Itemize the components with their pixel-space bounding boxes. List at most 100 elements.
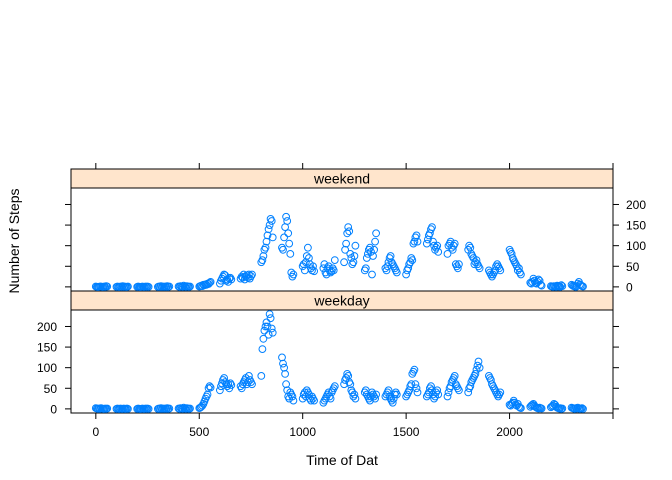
data-point-weekday <box>268 328 277 337</box>
data-point-weekend <box>284 229 293 238</box>
data-point-weekend <box>372 229 381 238</box>
data-point-weekday <box>434 390 443 399</box>
data-point-weekend <box>536 280 545 289</box>
data-point-weekday <box>216 386 224 395</box>
data-point-weekday <box>388 398 397 407</box>
data-point-weekend <box>344 223 353 232</box>
x-tick-label: 1000 <box>289 425 316 439</box>
data-point-weekend <box>383 262 392 271</box>
data-point-weekend <box>386 252 395 260</box>
data-point-weekday <box>413 388 422 397</box>
y-tick-label: 150 <box>626 219 646 233</box>
panel-weekday-label: weekday <box>313 293 369 309</box>
data-point-weekday <box>578 404 586 413</box>
data-point-weekday <box>262 318 271 327</box>
data-point-weekend <box>432 243 441 252</box>
data-point-weekend <box>186 282 194 291</box>
data-point-weekend <box>413 237 422 246</box>
data-point-weekend <box>350 252 359 260</box>
data-point-weekday <box>264 330 273 339</box>
data-point-weekend <box>443 250 452 258</box>
data-point-weekend <box>117 283 126 291</box>
data-point-weekend <box>534 275 543 284</box>
data-point-weekday <box>162 405 171 413</box>
data-point-weekday <box>515 402 523 411</box>
data-point-weekend <box>512 262 521 271</box>
data-point-weekend <box>245 270 253 279</box>
x-tick-label: 500 <box>189 425 209 439</box>
data-point-weekday <box>259 334 268 343</box>
y-tick-label: 200 <box>37 320 57 334</box>
data-point-weekend <box>371 237 380 246</box>
data-point-weekday <box>267 324 276 333</box>
data-point-weekday <box>330 382 339 391</box>
data-point-weekend <box>496 266 505 275</box>
data-point-weekend <box>361 264 370 273</box>
data-point-weekend <box>268 233 277 242</box>
data-point-weekend <box>285 239 294 248</box>
data-point-weekday <box>392 390 401 399</box>
data-point-weekend <box>330 256 339 265</box>
data-point-weekday <box>258 345 267 354</box>
data-point-weekday <box>266 314 275 323</box>
data-point-weekend <box>248 270 256 279</box>
data-point-weekday <box>263 322 272 331</box>
data-point-weekday <box>307 396 315 405</box>
data-point-weekend <box>366 243 374 252</box>
data-point-weekend <box>343 229 352 238</box>
data-point-weekday <box>198 401 207 410</box>
data-point-weekend <box>280 233 289 242</box>
data-point-weekday <box>310 396 319 405</box>
data-point-weekday <box>289 396 298 405</box>
data-point-weekday <box>206 383 215 392</box>
data-point-weekend <box>283 217 292 225</box>
data-point-weekday <box>402 392 411 401</box>
data-point-weekday <box>346 380 355 389</box>
x-axis-label: Time of Dat <box>306 452 378 468</box>
data-point-weekend <box>349 258 358 267</box>
data-point-weekday <box>537 404 546 413</box>
data-point-weekday <box>309 394 317 403</box>
data-point-weekend <box>465 241 474 250</box>
data-point-weekend <box>510 258 519 267</box>
data-point-weekend <box>468 252 477 260</box>
data-point-weekend <box>247 272 255 281</box>
data-point-weekend <box>434 248 443 256</box>
data-point-weekday <box>350 390 359 399</box>
data-point-weekend <box>286 250 295 258</box>
data-point-weekday <box>490 384 498 393</box>
data-point-weekday <box>248 380 256 389</box>
data-point-weekend <box>310 267 319 276</box>
data-point-weekend <box>370 245 379 254</box>
panel-weekday-area <box>70 309 614 414</box>
data-point-weekday <box>226 379 235 388</box>
data-point-weekday <box>103 404 112 413</box>
data-point-weekend <box>351 241 360 250</box>
data-point-weekday <box>203 390 212 399</box>
data-point-weekend <box>453 264 462 273</box>
data-point-weekend <box>204 280 213 288</box>
data-point-weekend <box>302 252 311 260</box>
data-point-weekend <box>267 217 276 225</box>
y-tick-label: 100 <box>626 239 646 253</box>
data-point-weekday <box>348 388 357 397</box>
data-point-weekday <box>205 382 214 391</box>
x-tick-label: 2000 <box>496 425 523 439</box>
data-point-weekend <box>475 264 484 273</box>
data-point-weekday <box>450 372 459 380</box>
data-point-weekday <box>579 405 587 413</box>
data-point-weekend <box>261 243 270 252</box>
data-point-weekend <box>259 252 268 260</box>
data-point-weekend <box>474 262 483 271</box>
data-point-weekday <box>279 359 287 368</box>
data-point-weekend <box>389 262 398 271</box>
y-tick-label: 50 <box>44 382 58 396</box>
data-point-weekday <box>227 381 236 389</box>
y-tick-label: 100 <box>37 361 57 375</box>
data-point-weekend <box>392 268 401 277</box>
data-point-weekend <box>412 231 421 240</box>
x-tick-label: 0 <box>92 425 99 439</box>
data-point-weekday <box>371 394 380 403</box>
data-point-weekend <box>264 225 273 234</box>
